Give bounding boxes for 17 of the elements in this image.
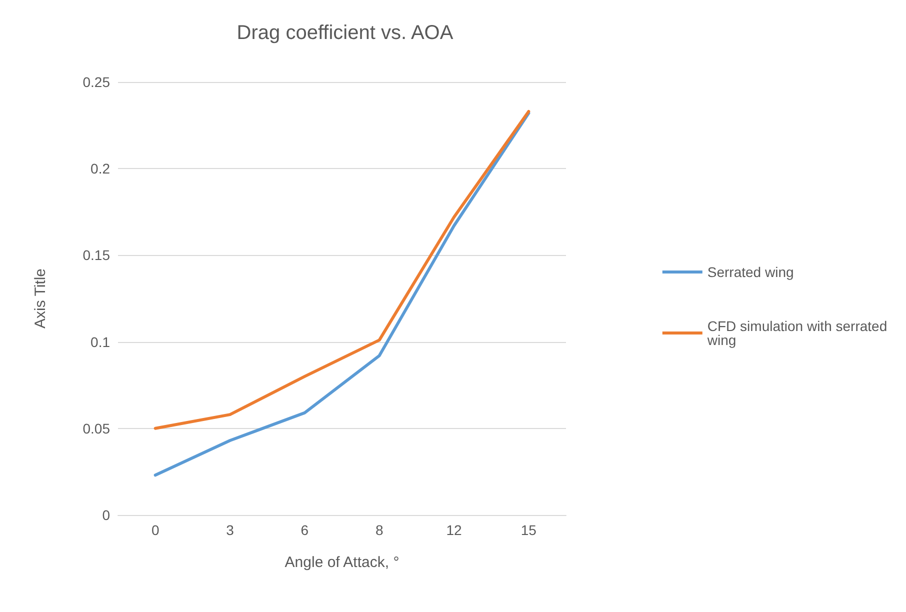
y-tick-label: 0.05	[82, 420, 110, 436]
chart-title: Drag coefficient vs. AOA	[236, 22, 454, 44]
y-tick-label: 0.1	[90, 334, 110, 350]
x-tick-label: 15	[520, 522, 537, 538]
y-tick-label: 0.2	[90, 160, 110, 177]
y-tick-label: 0.25	[82, 74, 110, 90]
x-axis-title: Angle of Attack, °	[284, 554, 400, 571]
legend-label: Serrated wing	[707, 264, 794, 280]
x-tick-label: 0	[151, 522, 160, 538]
x-tick-label: 12	[446, 522, 462, 538]
x-tick-label: 3	[226, 522, 234, 538]
y-tick-label: 0.15	[82, 247, 110, 264]
x-tick-label: 8	[375, 522, 384, 538]
y-tick-label: 0	[102, 507, 110, 523]
x-tick-label: 6	[300, 522, 309, 538]
legend-label: CFD simulation with serrated wing	[706, 318, 892, 348]
y-axis-title: Axis Title	[32, 268, 49, 329]
